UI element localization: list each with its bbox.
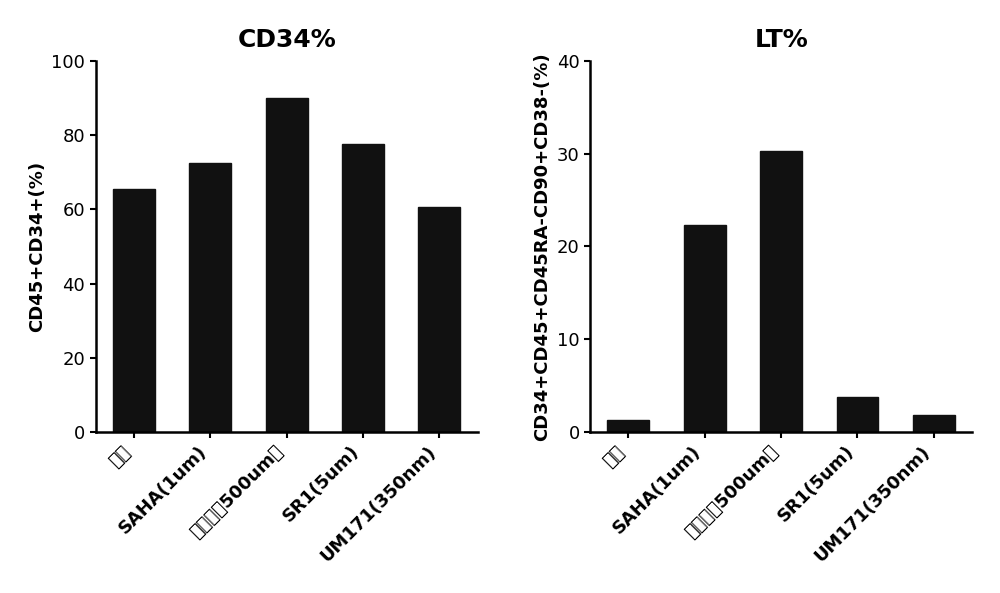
Bar bbox=[113, 189, 155, 432]
Bar bbox=[418, 208, 460, 432]
Bar bbox=[837, 397, 878, 432]
Bar bbox=[760, 151, 802, 432]
Bar bbox=[342, 144, 384, 432]
Bar bbox=[913, 416, 955, 432]
Bar bbox=[607, 420, 649, 432]
Bar bbox=[266, 98, 308, 432]
Y-axis label: CD45+CD34+(%): CD45+CD34+(%) bbox=[28, 161, 46, 332]
Title: LT%: LT% bbox=[754, 28, 808, 52]
Title: CD34%: CD34% bbox=[237, 28, 336, 52]
Bar bbox=[684, 225, 726, 432]
Y-axis label: CD34+CD45+CD45RA-CD90+CD38-(%): CD34+CD45+CD45RA-CD90+CD38-(%) bbox=[533, 52, 551, 441]
Bar bbox=[189, 163, 231, 432]
